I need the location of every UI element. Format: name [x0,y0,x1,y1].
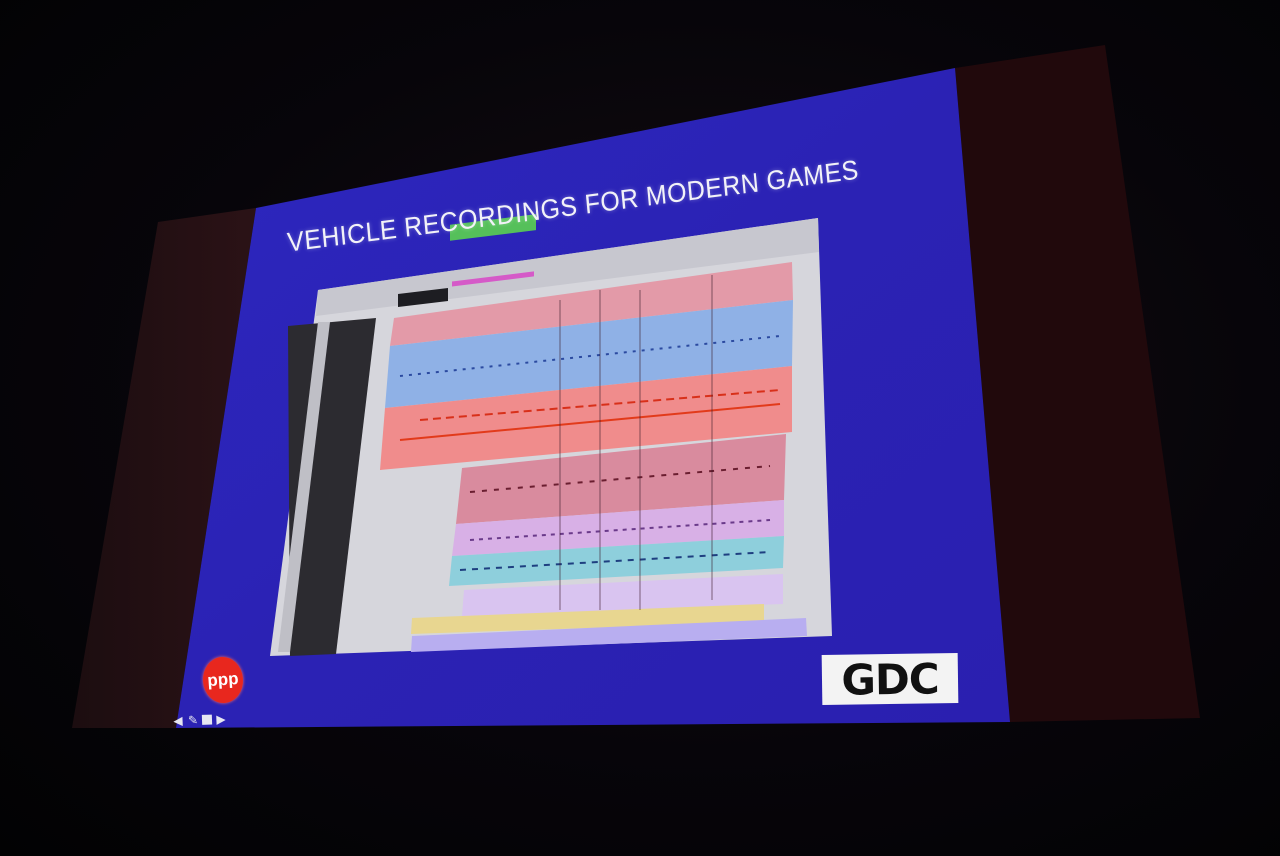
color-palette-strip [452,271,534,287]
track-lane-red [380,366,792,470]
track-lane-yellow [411,604,764,634]
slide-nav-controls: ◀ ✎ ▶ [172,712,227,728]
square-icon[interactable] [201,714,213,725]
track-list-panel [278,322,330,652]
waveforms [399,335,781,571]
edit-markers [559,275,713,610]
arrow-left-icon[interactable]: ◀ [173,713,183,728]
track-lane-lilac [462,574,783,616]
gdc-logo: GDC [821,653,959,705]
track-lane-blue [385,300,793,408]
track-lane-pink-1 [390,262,793,346]
screen-wing-left [72,208,256,728]
pen-icon[interactable]: ✎ [187,713,199,728]
arrow-right-icon[interactable]: ▶ [216,712,226,727]
daw-screenshot [270,214,832,656]
daw-counter [398,288,448,307]
track-lane-rose [456,434,786,524]
screen-wing-right [955,45,1200,722]
track-lane-violet [452,500,784,556]
track-lane-purple [411,618,807,652]
color-palette [450,214,536,241]
